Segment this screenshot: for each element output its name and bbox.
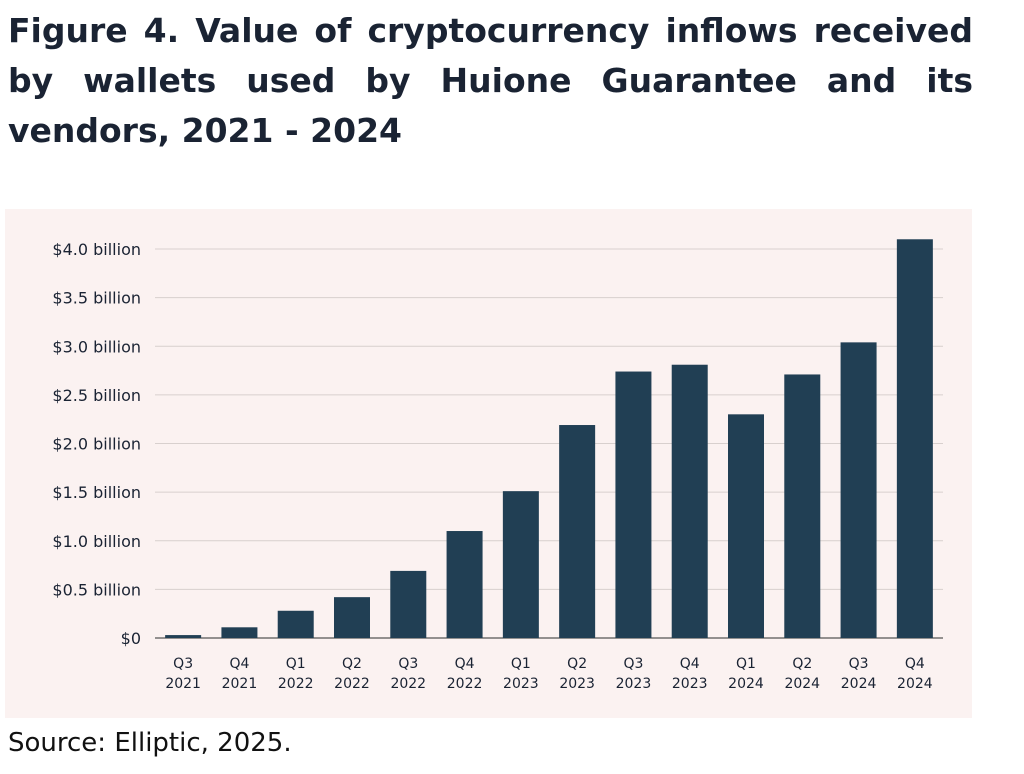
x-tick-quarter: Q1	[736, 656, 756, 672]
source-note: Source: Elliptic, 2025.	[8, 728, 292, 758]
bar	[784, 374, 821, 638]
x-tick-quarter: Q2	[792, 656, 812, 672]
y-tick-label: $2.0 billion	[52, 435, 141, 454]
x-tick-year: 2022	[334, 676, 370, 692]
x-tick-quarter: Q4	[680, 656, 700, 672]
x-tick-quarter: Q2	[567, 656, 587, 672]
x-tick-year: 2023	[672, 676, 708, 692]
x-tick-quarter: Q1	[286, 656, 306, 672]
bar	[334, 597, 370, 638]
x-tick-quarter: Q3	[173, 656, 193, 672]
x-tick-quarter: Q4	[455, 656, 475, 672]
x-tick-quarter: Q2	[342, 656, 362, 672]
chart-panel: $4.0 billion $3.5 billion $3.0 billion $2.5…	[5, 209, 972, 718]
x-tick-year: 2021	[165, 676, 201, 692]
bar	[840, 342, 877, 638]
x-tick-year: 2024	[841, 676, 877, 692]
bar	[728, 414, 764, 638]
bar	[165, 635, 202, 638]
x-tick-quarter: Q4	[229, 656, 249, 672]
y-tick-label: $4.0 billion	[52, 240, 141, 259]
x-tick-year: 2023	[503, 676, 539, 692]
y-tick-label: $1.5 billion	[52, 483, 141, 502]
bar	[221, 627, 258, 638]
x-tick-year: 2022	[447, 676, 483, 692]
x-tick-quarter: Q3	[398, 656, 418, 672]
x-tick-year: 2023	[559, 676, 595, 692]
bar	[446, 531, 483, 638]
bar	[671, 364, 708, 638]
x-tick-year: 2024	[784, 676, 820, 692]
bar	[559, 425, 596, 638]
x-tick-quarter: Q3	[849, 656, 869, 672]
y-tick-label: $3.0 billion	[52, 337, 141, 356]
x-tick-quarter: Q4	[905, 656, 925, 672]
x-tick-year: 2022	[390, 676, 426, 692]
y-tick-label: $3.5 billion	[52, 289, 141, 308]
bar	[502, 491, 539, 638]
x-tick-year: 2024	[897, 676, 933, 692]
bar	[615, 371, 652, 638]
y-tick-label: $2.5 billion	[52, 386, 141, 405]
y-tick-label: $1.0 billion	[52, 532, 141, 551]
bar	[390, 570, 427, 638]
bar-chart: $4.0 billion $3.5 billion $3.0 billion $2.5…	[52, 239, 943, 692]
x-tick-quarter: Q3	[623, 656, 643, 672]
x-tick-year: 2022	[278, 676, 314, 692]
x-tick-year: 2023	[616, 676, 652, 692]
bar	[896, 239, 933, 638]
x-tick-year: 2021	[222, 676, 258, 692]
y-tick-label: $0	[121, 629, 141, 648]
x-tick-quarter: Q1	[511, 656, 531, 672]
x-tick-year: 2024	[728, 676, 764, 692]
figure-title: Figure 4. Value of cryptocurrency inflow…	[8, 11, 973, 150]
y-tick-label: $0.5 billion	[52, 580, 141, 599]
bar	[277, 610, 314, 638]
